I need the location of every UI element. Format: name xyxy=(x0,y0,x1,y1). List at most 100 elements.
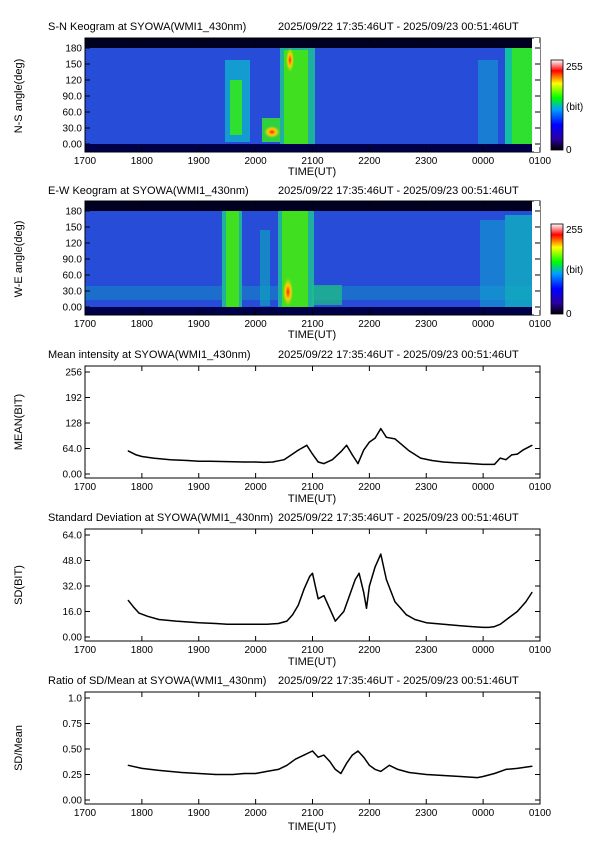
sn-y-tick-label: 120 xyxy=(65,76,82,87)
ratio-data-point xyxy=(286,764,288,766)
sn-time-range: 2025/09/22 17:35:46UT - 2025/09/23 00:51… xyxy=(278,21,519,33)
sn-y-tick-label: 150 xyxy=(65,60,82,71)
ew-y-tick-label: 150 xyxy=(65,223,82,234)
ew-x-tick-label: 1800 xyxy=(131,319,154,330)
mean-data-point xyxy=(311,453,314,455)
ratio-x-tick-label: 2100 xyxy=(301,808,324,819)
mean-data-point xyxy=(485,463,487,465)
sn-y-label: N-S angle(deg) xyxy=(13,59,25,134)
ratio-data-point xyxy=(380,770,382,773)
sn-x-tick-label: 2200 xyxy=(358,156,381,167)
ew-y-tick-label: 60.0 xyxy=(63,271,83,282)
sd-data-point xyxy=(363,591,365,594)
ratio-data-point xyxy=(329,760,331,762)
ratio-data-point xyxy=(127,764,129,766)
mean-series-line xyxy=(127,427,533,466)
sd-data-point xyxy=(385,579,387,581)
mean-panel: Mean intensity at SYOWA(WMI1_430nm) 2025… xyxy=(13,349,552,505)
ratio-data-point xyxy=(334,768,336,771)
ratio-data-point xyxy=(408,771,410,774)
sn-y-tick-label: 0.00 xyxy=(63,140,83,151)
ratio-data-point xyxy=(388,764,390,766)
mean-data-point xyxy=(283,459,285,461)
sd-x-tick-label: 2200 xyxy=(358,645,381,656)
mean-data-point xyxy=(380,428,382,430)
ew-x-tick-label: 0000 xyxy=(472,319,495,330)
sd-data-point xyxy=(425,622,427,624)
ratio-data-point xyxy=(158,769,160,772)
mean-data-point xyxy=(323,463,325,465)
ew-keogram-panel: E-W Keogram at SYOWA(WMI1_430nm) 2025/09… xyxy=(13,185,583,341)
sd-panel: Standard Deviation at SYOWA(WMI1_430nm) … xyxy=(13,512,552,668)
ratio-data-point xyxy=(198,772,200,775)
ratio-y-tick-label: 0.00 xyxy=(63,796,83,807)
sd-y-tick-label: 32.0 xyxy=(63,582,83,593)
mean-y-axis: 0.00 64.0 128 192 256 xyxy=(63,368,540,481)
mean-data-point xyxy=(243,461,245,463)
sn-x-tick-label: 2100 xyxy=(301,156,324,167)
ratio-y-axis: 0.00 0.25 0.50 0.75 1.0 xyxy=(63,694,540,807)
mean-data-point xyxy=(198,460,200,462)
mean-data-point xyxy=(351,454,353,456)
ew-y-tick-label: 90.0 xyxy=(63,255,83,266)
mean-x-tick-label: 0100 xyxy=(529,482,552,493)
ew-x-label: TIME(UT) xyxy=(288,329,336,341)
ratio-data-point xyxy=(493,772,496,775)
ratio-data-point xyxy=(243,772,245,775)
mean-data-point xyxy=(357,463,359,465)
mean-data-point xyxy=(209,460,211,462)
ew-x-tick-label: 0100 xyxy=(529,319,552,330)
mean-data-point xyxy=(505,459,507,461)
mean-y-label: MEAN(BIT) xyxy=(13,394,25,450)
ew-x-tick-label: 2200 xyxy=(358,319,381,330)
sd-data-point xyxy=(482,626,484,629)
sn-colorbar-max: 255 xyxy=(566,62,583,73)
sd-data-point xyxy=(317,598,319,600)
mean-data-point xyxy=(152,457,154,459)
mean-x-label: TIME(UT) xyxy=(288,493,336,505)
sd-data-point xyxy=(471,626,473,628)
mean-y-tick-label: 0.00 xyxy=(63,470,83,481)
ratio-data-point xyxy=(311,750,314,752)
ew-colorbar-max: 255 xyxy=(566,225,583,236)
ratio-x-tick-label: 2000 xyxy=(245,808,268,819)
ew-y-tick-label: 180 xyxy=(65,207,82,218)
sn-x-label: TIME(UT) xyxy=(288,166,336,178)
sd-data-point xyxy=(292,614,294,616)
ew-y-label: W-E angle(deg) xyxy=(13,221,25,298)
mean-y-tick-label: 128 xyxy=(65,419,82,430)
sd-y-tick-label: 0.00 xyxy=(63,633,83,644)
ratio-panel: Ratio of SD/Mean at SYOWA(WMI1_430nm) 20… xyxy=(13,675,552,833)
sd-data-point xyxy=(374,566,376,568)
mean-y-tick-label: 64.0 xyxy=(63,444,83,455)
ratio-x-tick-label: 1900 xyxy=(188,808,211,819)
sd-series xyxy=(127,553,533,629)
ratio-x-tick-label: 2200 xyxy=(358,808,381,819)
ew-x-tick-label: 1700 xyxy=(74,319,97,330)
ratio-data-point xyxy=(476,777,478,779)
ratio-data-point xyxy=(317,756,319,758)
ratio-data-point xyxy=(505,768,507,771)
ratio-data-point xyxy=(425,773,427,776)
ratio-data-point xyxy=(531,765,533,767)
ew-title: E-W Keogram at SYOWA(WMI1_430nm) xyxy=(48,185,249,197)
mean-x-tick-label: 1800 xyxy=(131,482,154,493)
mean-x-tick-label: 2100 xyxy=(301,482,324,493)
mean-data-point xyxy=(331,459,333,461)
sd-y-axis: 0.00 16.0 32.0 48.0 64.0 xyxy=(63,531,540,644)
sd-data-point xyxy=(243,623,245,625)
mean-data-point xyxy=(272,461,274,463)
sd-data-point xyxy=(516,610,518,613)
sd-data-point xyxy=(493,626,496,628)
mean-data-point xyxy=(499,457,501,459)
ew-x-axis: 1700 1800 1900 2000 2100 2200 2300 0000 0100 xyxy=(74,201,552,330)
mean-data-point xyxy=(516,453,518,455)
ew-colorbar-min: 0 xyxy=(566,309,572,320)
ratio-x-tick-label: 0000 xyxy=(472,808,495,819)
sd-x-tick-label: 1700 xyxy=(74,645,97,656)
ratio-x-label: TIME(UT) xyxy=(288,821,336,833)
sd-data-point xyxy=(323,595,325,597)
ew-y-tick-label: 120 xyxy=(65,239,82,250)
ratio-series xyxy=(127,750,533,779)
ew-colorbar: 255 (bit) 0 xyxy=(550,223,583,320)
